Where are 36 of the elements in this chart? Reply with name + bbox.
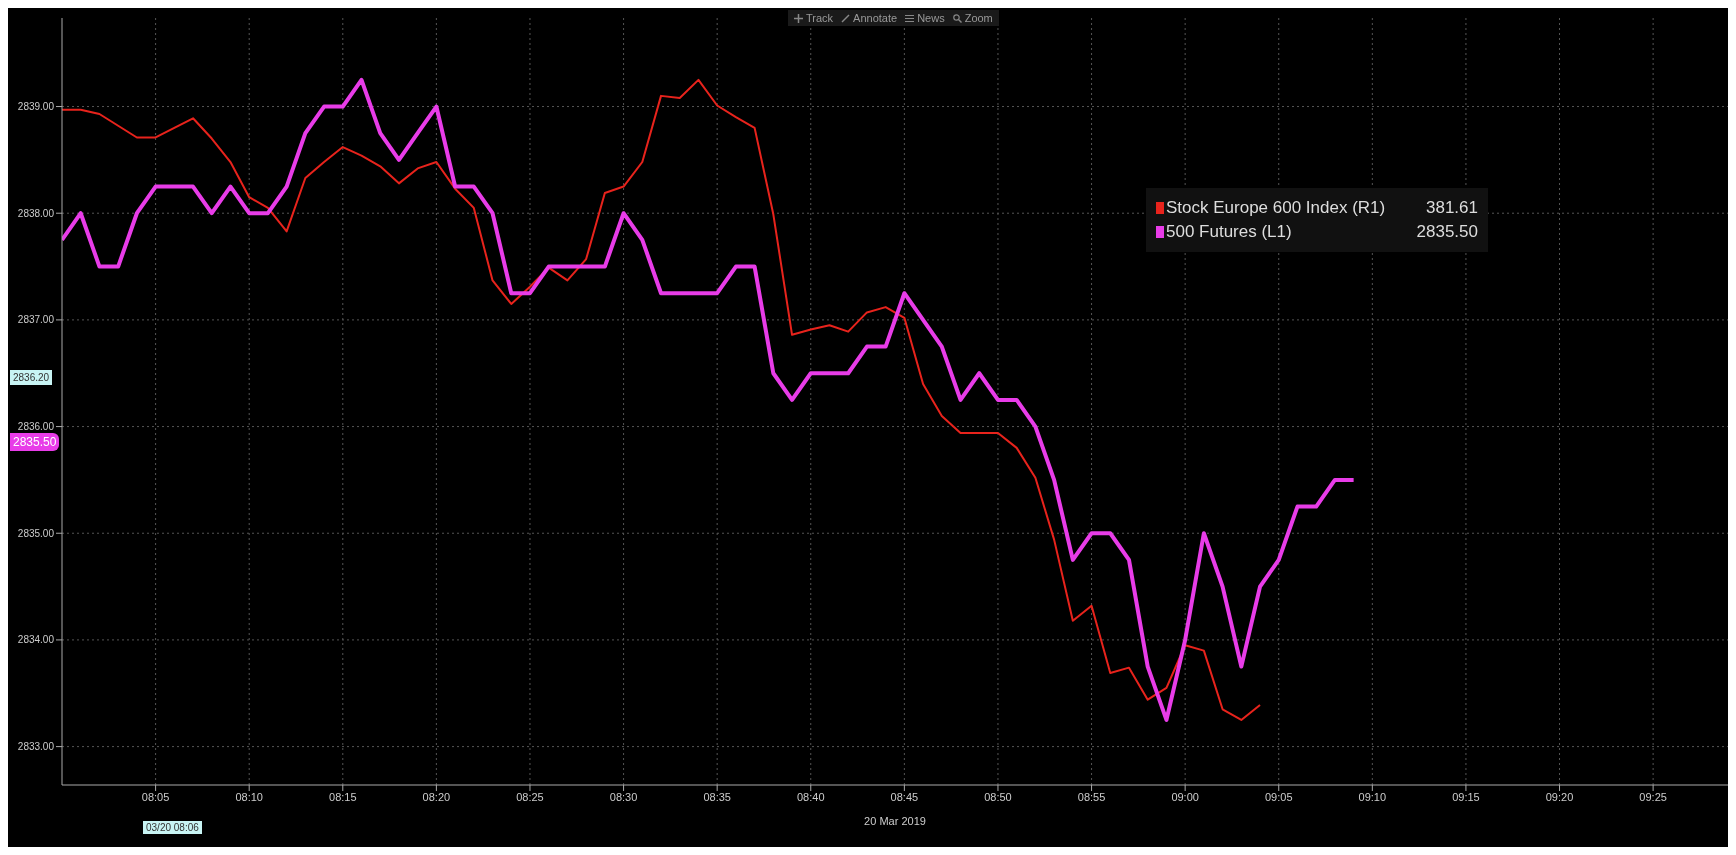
x-tick-label: 09:15: [1452, 790, 1480, 803]
x-tick-label: 09:10: [1358, 790, 1387, 803]
y-tick-label: 2836.00: [17, 421, 55, 433]
legend-label: Stock Europe 600 Index (R1): [1166, 197, 1386, 219]
annotation: 381.61: [1425, 197, 1478, 219]
text: 2835.50: [10, 433, 60, 451]
x-tick-label: 08:55: [1077, 790, 1106, 803]
annotation: Zoom: [964, 12, 993, 24]
x-tick-label: 09:20: [1545, 790, 1574, 803]
x-tick-label: 09:00: [1171, 790, 1199, 803]
y-tick-label: 2839.00: [17, 101, 55, 113]
legend-label: 500 Futures (L1): [1166, 221, 1293, 243]
x-tick-label: 08:35: [703, 790, 731, 803]
x-tick-label: 08:40: [797, 790, 825, 803]
y-tick-label: 2833.00: [17, 741, 55, 753]
annotation: Annotate: [853, 12, 898, 24]
x-tick-label: 09:05: [1264, 790, 1293, 803]
x-tick-label: 09:25: [1639, 790, 1667, 803]
x-tick-label: 08:15: [329, 790, 357, 803]
x-tick-label: 08:10: [235, 790, 263, 803]
x-tick-label: 08:50: [984, 790, 1012, 803]
text: 2836.20: [10, 370, 53, 385]
annotation: 2835.50: [1415, 221, 1478, 243]
y-tick-label: 2835.00: [17, 527, 55, 539]
x-tick-label: 08:45: [890, 790, 919, 803]
annotation: Track: [806, 12, 834, 24]
y-tick-label: 2837.00: [17, 314, 55, 326]
x-tick-label: 08:20: [422, 790, 451, 803]
annotation: News: [917, 12, 945, 24]
x-tick-label: 08:05: [141, 790, 170, 803]
y-tick-label: 2834.00: [17, 634, 55, 646]
y-tick-label: 2838.00: [17, 207, 55, 219]
x-axis-title: 20 Mar 2019: [864, 815, 926, 827]
x-tick-label: 08:25: [516, 790, 544, 803]
x-tick-label: 08:30: [609, 790, 638, 803]
text: 03/20 08:06: [143, 821, 202, 834]
